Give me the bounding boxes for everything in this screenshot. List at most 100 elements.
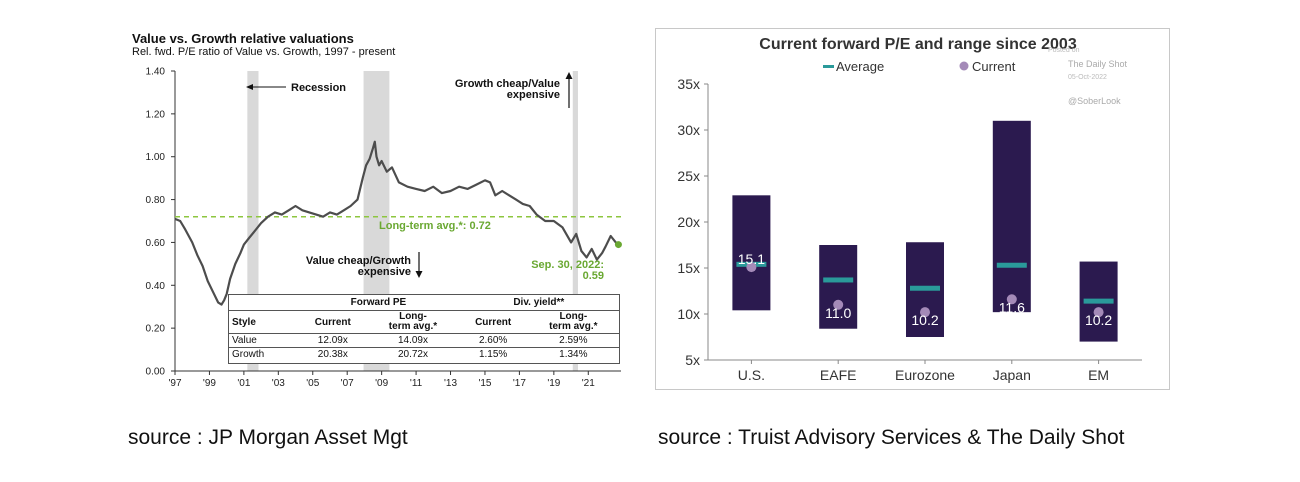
up-arrow-head [565, 72, 573, 79]
current-value-label: 11.0 [825, 305, 851, 321]
x-tick-label: Japan [993, 367, 1031, 383]
y-tick-label: 25x [677, 168, 700, 184]
col-header: Current [314, 316, 351, 328]
div-yield-header: Div. yield** [513, 297, 565, 308]
recession-band [247, 71, 259, 371]
y-tick-label: 0.60 [146, 238, 166, 249]
x-tick-label: EM [1088, 367, 1109, 383]
x-tick-label: '05 [306, 378, 319, 388]
source-left: source : JP Morgan Asset Mgt [128, 426, 408, 449]
current-value-label: 10.2 [1085, 312, 1112, 328]
current-legend-label: Current [972, 59, 1016, 74]
x-tick-label: '99 [203, 378, 216, 388]
y-tick-label: 20x [677, 214, 700, 230]
table-column-header-row: Style Current Long- term avg.* Current L… [229, 311, 619, 334]
relative-pe-line [174, 140, 620, 306]
y-tick-label: 0.40 [146, 281, 166, 292]
left-chart-title: Value vs. Growth relative valuations [132, 31, 354, 46]
y-tick-label: 5x [685, 352, 700, 368]
table-cell: Value [232, 335, 257, 346]
growth-cheap-label-2: expensive [507, 89, 560, 101]
range-bar [732, 195, 771, 311]
table-cell: 12.09x [317, 335, 348, 346]
left-chart: Value vs. Growth relative valuations Rel… [128, 28, 628, 389]
x-tick-label: '11 [410, 378, 423, 388]
y-tick-label: 0.00 [146, 367, 166, 378]
range-bar [819, 245, 858, 329]
x-tick-label: '97 [168, 378, 181, 388]
x-tick-label: '03 [272, 378, 285, 388]
watermark-handle: @SoberLook [1068, 96, 1121, 106]
table-cell: 20.72x [397, 349, 428, 360]
x-tick-label: U.S. [738, 367, 765, 383]
y-tick-label: 1.20 [146, 109, 166, 120]
average-marker [910, 285, 940, 291]
table-group-header-row: Forward PE Div. yield** [229, 295, 619, 311]
latest-date-label: Sep. 30, 2022: [531, 259, 604, 271]
y-tick-label: 0.80 [146, 195, 166, 206]
recession-band [572, 71, 578, 371]
y-tick-label: 15x [677, 260, 700, 276]
table-cell: 14.09x [397, 335, 428, 346]
current-marker [746, 262, 757, 273]
left-chart-subtitle: Rel. fwd. P/E ratio of Value vs. Growth,… [132, 46, 395, 58]
x-tick-label: '13 [444, 378, 457, 388]
x-tick-label: EAFE [820, 367, 857, 383]
y-tick-label: 30x [677, 122, 700, 138]
y-tick-label: 35x [677, 76, 700, 92]
recession-label: Recession [291, 82, 346, 94]
latest-value-label: 0.59 [583, 270, 604, 282]
long-term-avg-label: Long-term avg.*: 0.72 [379, 220, 491, 232]
value-cheap-label-2: expensive [358, 266, 411, 278]
table-cell: 2.59% [559, 335, 588, 346]
col-header: Long- term avg.* [388, 311, 438, 332]
current-marker [1093, 307, 1104, 318]
x-tick-label: Eurozone [895, 367, 955, 383]
source-right: source : Truist Advisory Services & The … [658, 426, 1125, 449]
down-arrow-head [415, 271, 423, 278]
recession-arrow-head [246, 84, 253, 90]
col-header: Style [232, 316, 256, 328]
current-marker [1006, 294, 1017, 305]
x-tick-label: '17 [513, 378, 526, 388]
average-marker [996, 262, 1027, 268]
current-value-label: 11.6 [999, 299, 1025, 315]
table-row: Growth 20.38x 20.72x 1.15% 1.34% [229, 348, 619, 362]
table-cell: 2.60% [478, 335, 508, 346]
y-tick-label: 0.20 [146, 324, 166, 335]
range-bar [992, 120, 1031, 313]
current-value-label: 15.1 [738, 251, 765, 267]
forward-pe-header: Forward PE [350, 297, 407, 308]
average-marker [823, 277, 854, 283]
current-marker [920, 307, 930, 318]
latest-value-dot [614, 241, 622, 249]
col-header: Current [475, 316, 512, 328]
right-chart: Current forward P/E and range since 2003… [655, 28, 1170, 390]
average-marker [1083, 298, 1114, 304]
current-value-label: 10.2 [911, 312, 938, 328]
x-tick-label: '15 [478, 378, 491, 388]
pe-range-chart: Current forward P/E and range since 2003… [677, 36, 1142, 383]
watermark-posted: Posted on [1048, 47, 1080, 54]
average-legend-label: Average [836, 59, 884, 74]
table-row: Value 12.09x 14.09x 2.60% 2.59% [229, 334, 619, 348]
x-tick-label: '07 [341, 378, 354, 388]
value-growth-chart: Value vs. Growth relative valuations Rel… [132, 31, 622, 389]
watermark-date: 05-Oct-2022 [1068, 74, 1107, 81]
table-cell: 20.38x [317, 349, 348, 360]
y-tick-label: 1.40 [146, 67, 166, 78]
table-cell: 1.15% [478, 349, 508, 360]
right-chart-title: Current forward P/E and range since 2003 [759, 36, 1077, 53]
growth-cheap-label-1: Growth cheap/Value [455, 78, 560, 90]
average-legend-icon [823, 65, 834, 68]
x-tick-label: '19 [547, 378, 560, 388]
table-cell: Growth [232, 349, 265, 360]
current-marker [833, 299, 844, 310]
x-tick-label: '09 [375, 378, 388, 388]
value-cheap-label-1: Value cheap/Growth [306, 255, 411, 267]
table-cell: 1.34% [559, 349, 588, 360]
current-legend-icon [959, 61, 969, 71]
y-tick-label: 10x [677, 306, 700, 322]
x-tick-label: '21 [582, 378, 595, 388]
y-tick-label: 1.00 [146, 152, 166, 163]
